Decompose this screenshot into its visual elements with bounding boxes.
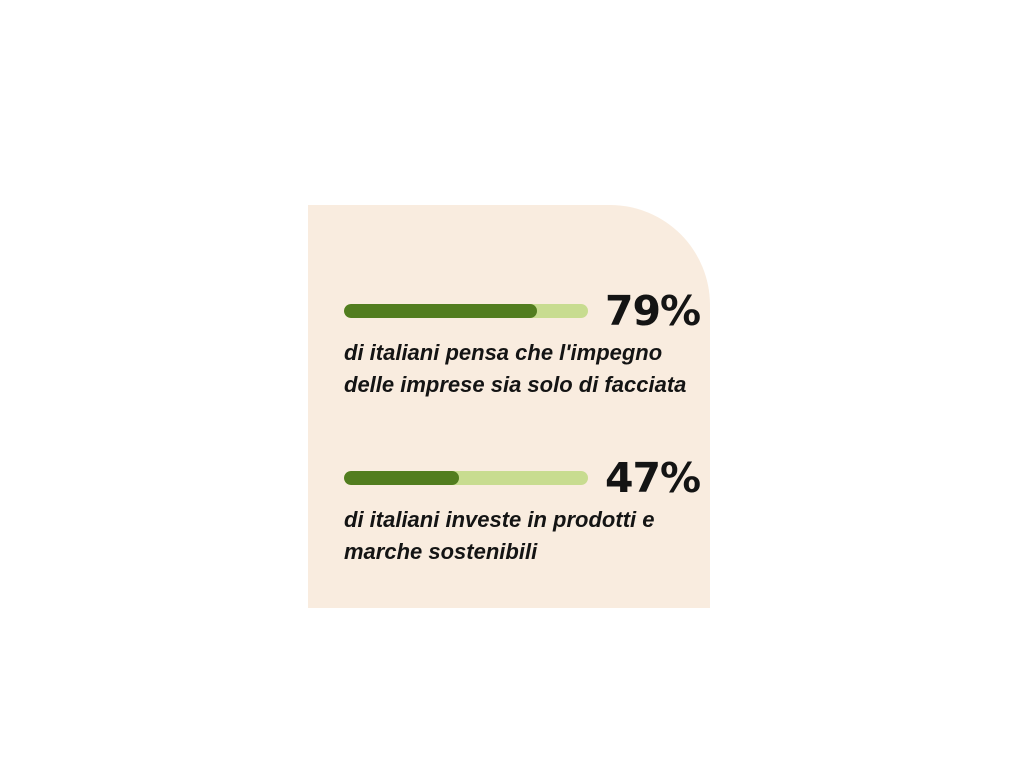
- progress-bar-fill: [344, 471, 459, 485]
- stat-group-facciata: 79% di italiani pensa che l'impegno dell…: [344, 287, 701, 401]
- stat-description-line: marche sostenibili: [344, 539, 538, 564]
- stat-description-line: di italiani investe in prodotti e: [344, 507, 655, 532]
- stat-description: di italiani pensa che l'impegno delle im…: [344, 337, 698, 401]
- stats-panel: 79% di italiani pensa che l'impegno dell…: [308, 205, 710, 608]
- stat-row: 79%: [344, 287, 701, 335]
- progress-bar-fill: [344, 304, 537, 318]
- stat-description: di italiani investe in prodotti e marche…: [344, 504, 698, 568]
- stat-percent: 79%: [605, 287, 701, 335]
- stat-percent: 47%: [605, 454, 701, 502]
- stat-description-line: delle imprese sia solo di facciata: [344, 372, 687, 397]
- progress-bar-track: [344, 471, 588, 485]
- stat-row: 47%: [344, 454, 701, 502]
- progress-bar-track: [344, 304, 588, 318]
- stat-group-sostenibili: 47% di italiani investe in prodotti e ma…: [344, 454, 701, 568]
- stat-description-line: di italiani pensa che l'impegno: [344, 340, 663, 365]
